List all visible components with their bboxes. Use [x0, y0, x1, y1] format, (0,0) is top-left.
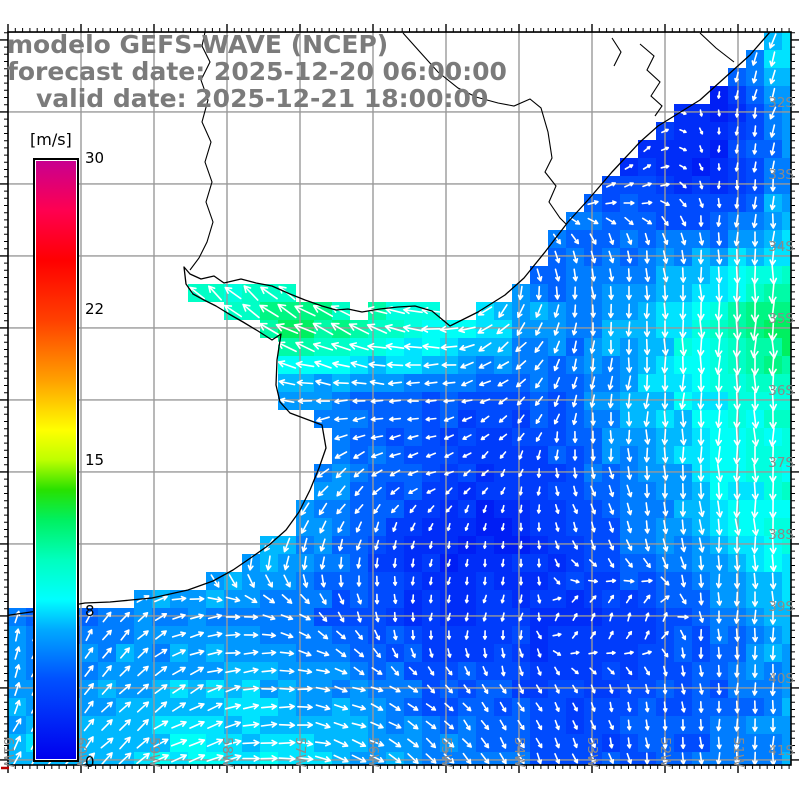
- lon-axis-label: 55W: [438, 737, 454, 768]
- lat-axis-label: 40S: [768, 671, 794, 687]
- lat-axis-label: 34S: [768, 239, 794, 255]
- lon-axis-label: 58W: [219, 737, 235, 768]
- axis-labels: 61W 60W 59W 58W 57W 56W 55W 54W 53W 52W 51W32S33S3…: [0, 95, 794, 768]
- colorbar-gradient: [36, 161, 76, 759]
- map-inner: [8, 32, 791, 765]
- lon-axis-label: 51W: [730, 737, 746, 768]
- lat-axis-label: 38S: [768, 527, 794, 543]
- speed-cells-layer: [8, 32, 791, 765]
- coastline: [8, 32, 771, 617]
- colorbar-tick-label: 22: [85, 300, 105, 318]
- colorbar-tick-label: 0: [85, 753, 95, 771]
- lat-axis-label: 35S: [768, 311, 794, 327]
- minor-ticks: [4, 28, 795, 769]
- map-frame: [0, 24, 799, 773]
- lat-axis-label: 41S: [768, 743, 794, 759]
- lon-axis-label: 54W: [511, 737, 527, 768]
- river-line: [189, 32, 214, 271]
- river-line: [402, 32, 567, 225]
- lat-axis-label: 33S: [768, 167, 794, 183]
- wind-arrows-layer: [12, 33, 778, 765]
- coastline-layer: [8, 32, 771, 617]
- graticule-gridlines: [8, 32, 791, 765]
- lat-axis-label: 32S: [768, 95, 794, 111]
- lat-axis-label: 37S: [768, 455, 794, 471]
- colorbar-tick-label: 30: [85, 149, 105, 167]
- lat-axis-label: 36S: [768, 383, 794, 399]
- river-line: [611, 37, 622, 67]
- river-line: [699, 32, 735, 63]
- lon-axis-label: 59W: [146, 737, 162, 768]
- lat-axis-label: 39S: [768, 599, 794, 615]
- colorbar: [33, 158, 79, 762]
- river-line: [639, 43, 663, 117]
- lon-axis-label: 61W: [0, 737, 16, 768]
- colorbar-tick-label: 8: [85, 602, 95, 620]
- lon-axis-label: 56W: [365, 737, 381, 768]
- major-ticks: [0, 24, 799, 773]
- lon-axis-label: 53W: [584, 737, 600, 768]
- colorbar-tick-label: 15: [85, 451, 105, 469]
- lon-axis-label: 52W: [657, 737, 673, 768]
- lon-axis-label: 57W: [292, 737, 308, 768]
- colorbar-unit-label: [m/s]: [30, 130, 72, 149]
